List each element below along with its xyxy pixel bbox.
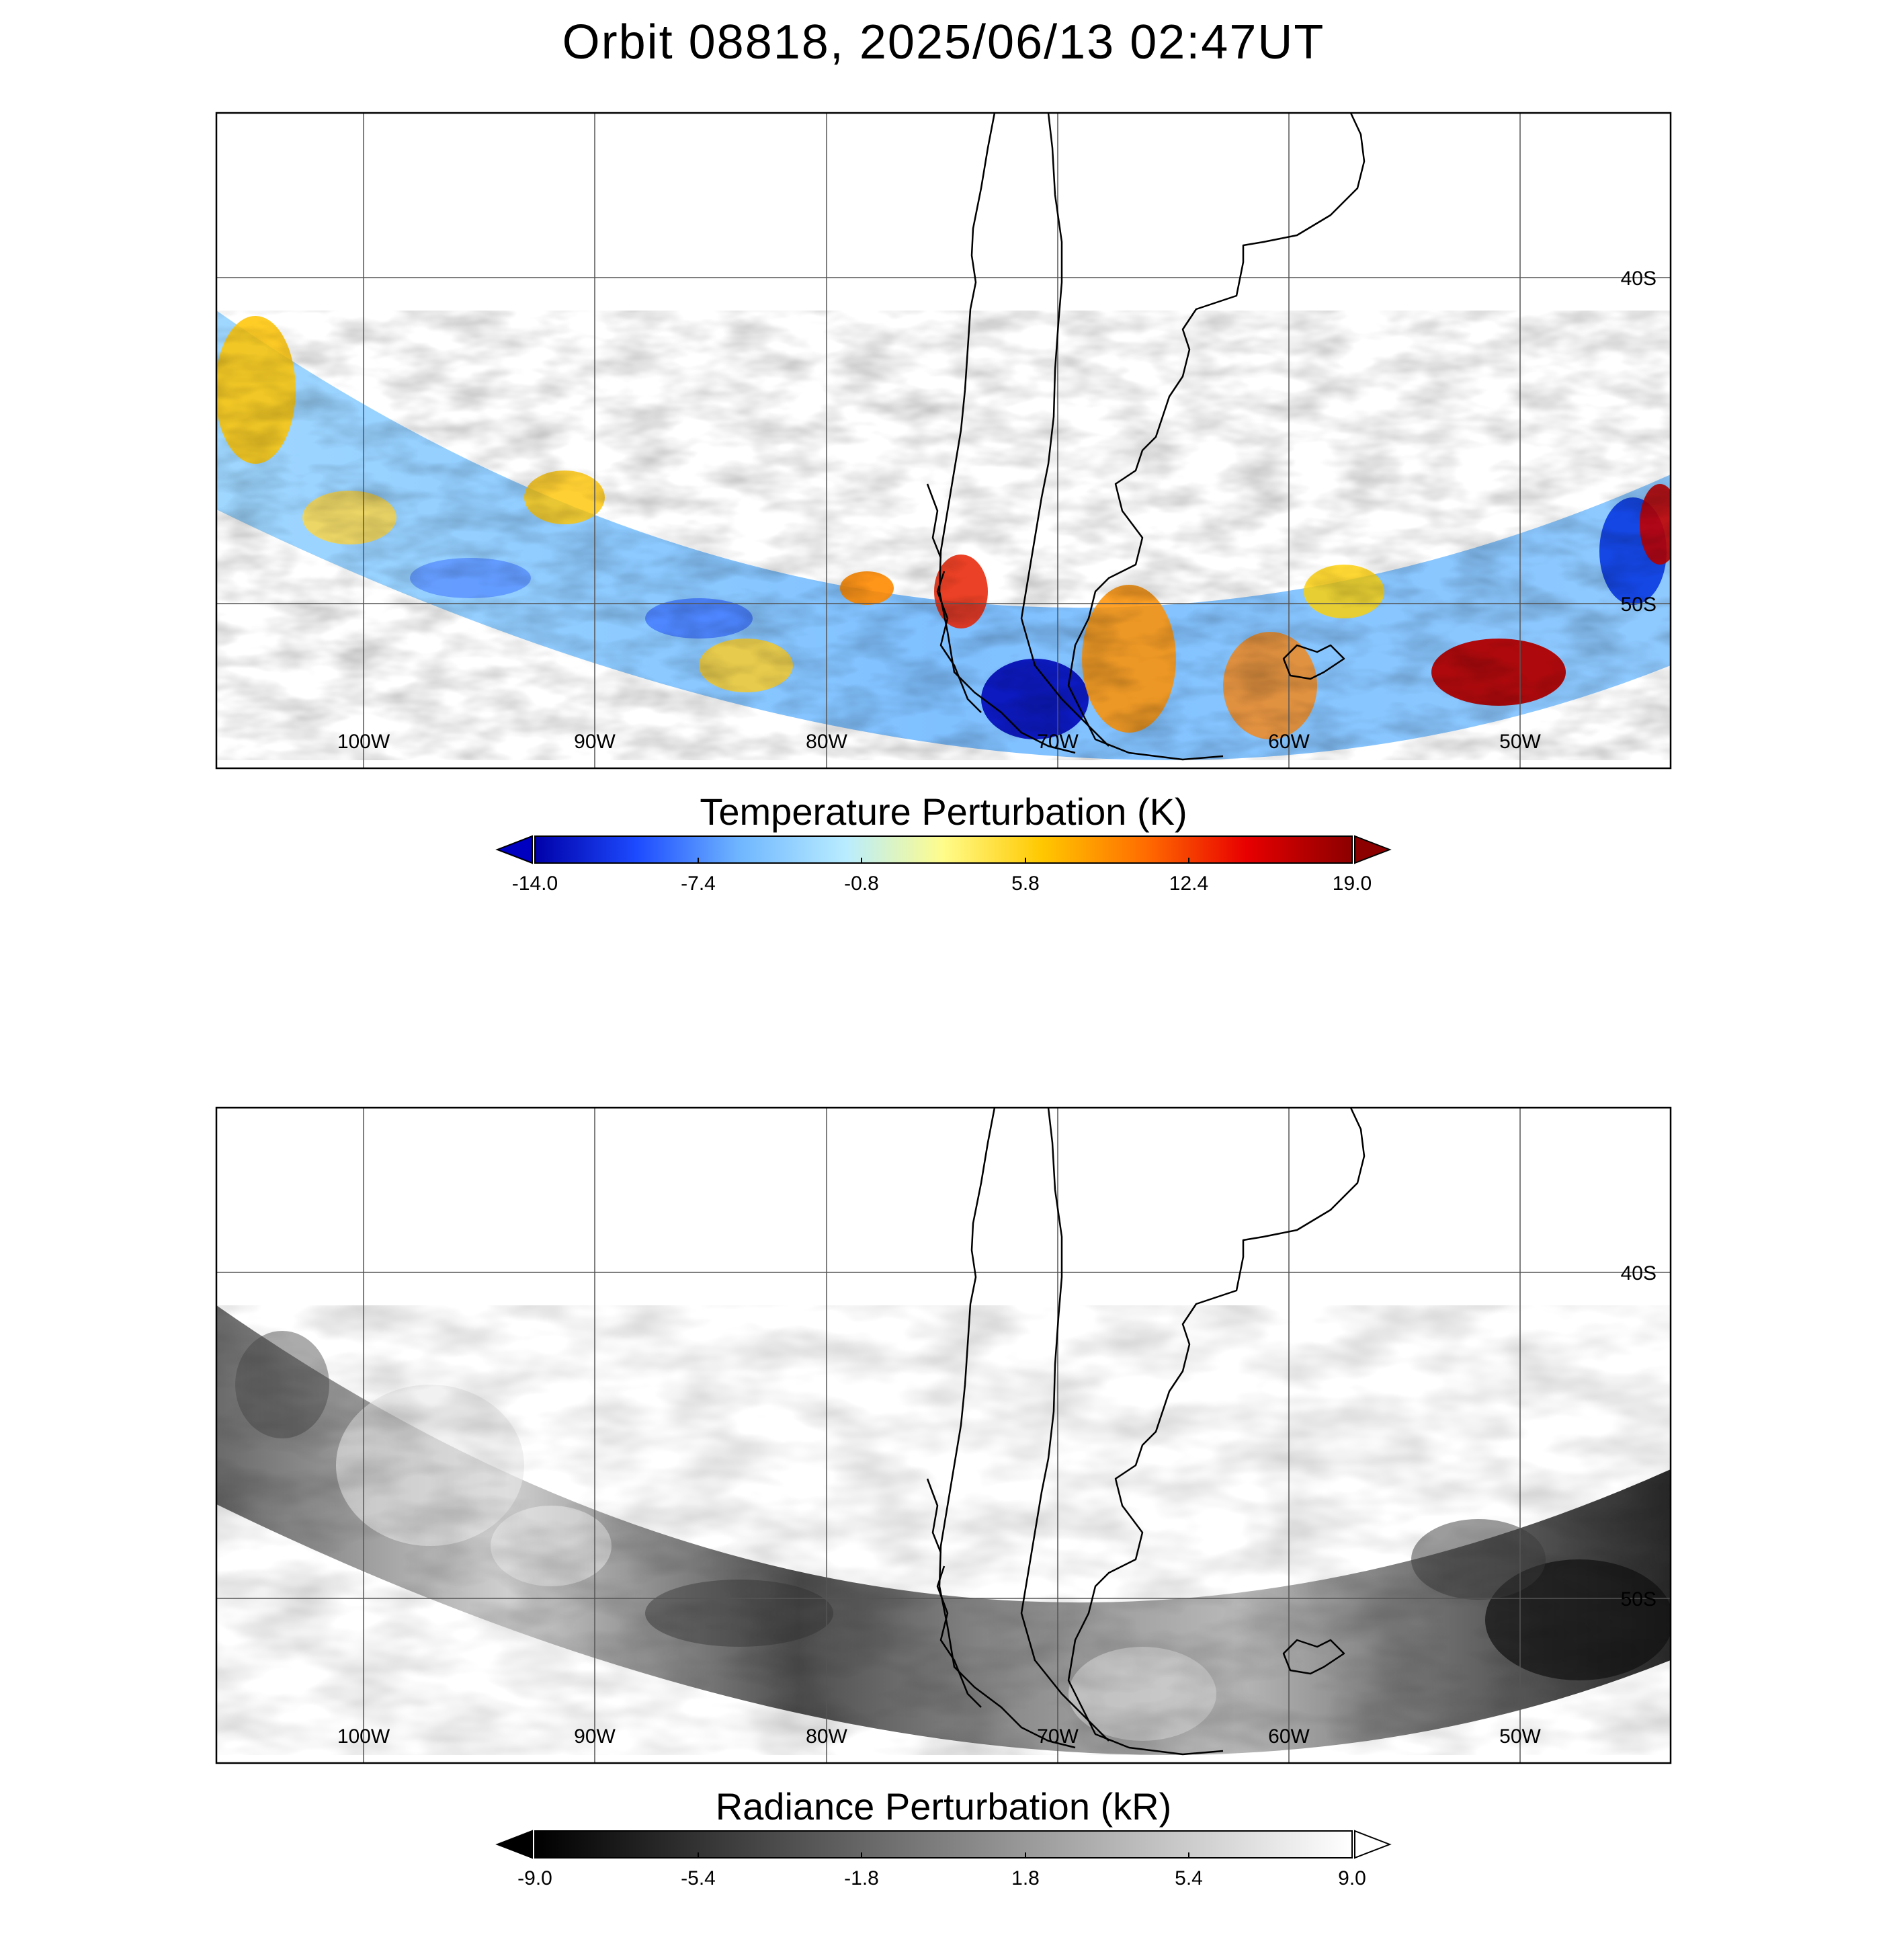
lon-label-90w: 90W [574, 1725, 616, 1748]
lon-label-100w: 100W [337, 1725, 390, 1748]
temperature-tick-3: 5.8 [1011, 872, 1040, 895]
lon-label-60w: 60W [1268, 731, 1310, 753]
coastline [926, 1108, 1366, 1756]
lat-label-40s: 40S [1621, 1262, 1657, 1284]
lat-label-40s: 40S [1621, 268, 1657, 290]
temperature-colorbar-ramp [534, 835, 1353, 864]
lon-label-60w: 60W [1268, 1725, 1310, 1748]
temperature-colorbar-under-arrow [495, 835, 533, 864]
page-title: Orbit 08818, 2025/06/13 02:47UT [562, 15, 1325, 69]
lat-labels: 40S 50S [1621, 1262, 1657, 1610]
radiance-tick-4: 5.4 [1175, 1867, 1203, 1889]
coastline [926, 113, 1366, 761]
temperature-colorbar: -14.0 -7.4 -0.8 5.8 12.4 19.0 [495, 835, 1392, 895]
temperature-tick-0: -14.0 [512, 872, 558, 895]
radiance-tick-5: 9.0 [1338, 1867, 1366, 1889]
temperature-colorbar-over-arrow [1354, 835, 1392, 864]
temperature-colorbar-title: Temperature Perturbation (K) [700, 790, 1187, 833]
lon-labels: 100W 90W 80W 70W 60W 50W [337, 731, 1542, 753]
graticule [216, 1108, 1671, 1763]
radiance-colorbar-under-arrow [495, 1830, 533, 1859]
radiance-colorbar: -9.0 -5.4 -1.8 1.8 5.4 9.0 [495, 1830, 1392, 1889]
radiance-tick-1: -5.4 [681, 1867, 716, 1889]
temperature-tick-4: 12.4 [1169, 872, 1208, 895]
lat-labels: 40S 50S [1621, 268, 1657, 616]
radiance-colorbar-title: Radiance Perturbation (kR) [715, 1785, 1172, 1828]
temperature-tick-2: -0.8 [844, 872, 879, 895]
lon-label-80w: 80W [806, 1725, 847, 1748]
lon-label-100w: 100W [337, 731, 390, 753]
temperature-map-frame [215, 112, 1672, 770]
lon-label-80w: 80W [806, 731, 847, 753]
temperature-map: 100W 90W 80W 70W 60W 50W 40S 50S [215, 112, 1672, 770]
lon-label-70w: 70W [1037, 731, 1079, 753]
graticule [216, 113, 1671, 768]
lon-label-50w: 50W [1499, 1725, 1541, 1748]
radiance-colorbar-ramp [534, 1830, 1353, 1859]
lon-labels: 100W 90W 80W 70W 60W 50W [337, 1725, 1542, 1748]
lon-label-50w: 50W [1499, 731, 1541, 753]
radiance-map-frame [215, 1106, 1672, 1764]
radiance-tick-0: -9.0 [517, 1867, 552, 1889]
lat-label-50s: 50S [1621, 594, 1657, 616]
lon-label-70w: 70W [1037, 1725, 1079, 1748]
temperature-tick-1: -7.4 [681, 872, 716, 895]
radiance-tick-3: 1.8 [1011, 1867, 1040, 1889]
radiance-tick-2: -1.8 [844, 1867, 879, 1889]
lon-label-90w: 90W [574, 731, 616, 753]
temperature-tick-5: 19.0 [1333, 872, 1372, 895]
radiance-map: 100W 90W 80W 70W 60W 50W 40S 50S [215, 1106, 1672, 1764]
radiance-colorbar-over-arrow [1354, 1830, 1392, 1859]
lat-label-50s: 50S [1621, 1588, 1657, 1610]
